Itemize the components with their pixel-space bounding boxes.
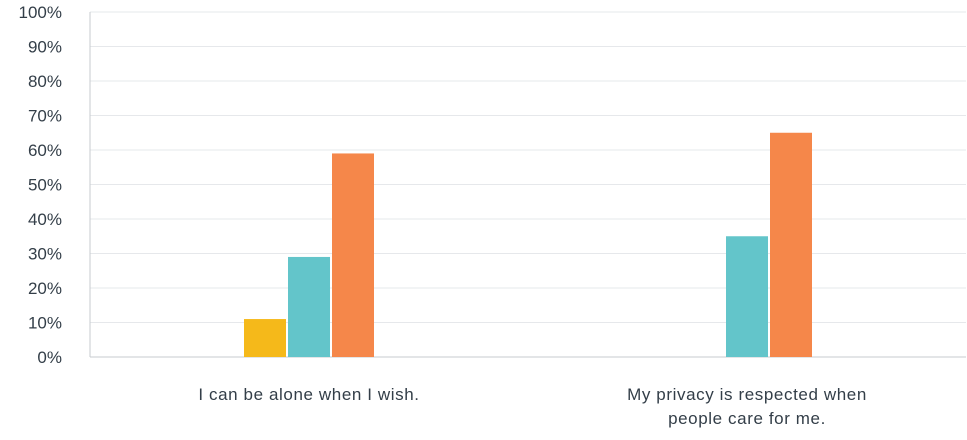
y-tick-label: 50% bbox=[28, 176, 62, 195]
bar bbox=[244, 319, 286, 357]
y-tick-label: 100% bbox=[19, 3, 62, 22]
y-tick-label: 0% bbox=[37, 348, 62, 367]
bar bbox=[770, 132, 812, 357]
y-tick-label: 40% bbox=[28, 210, 62, 229]
bar bbox=[332, 153, 374, 357]
x-category-label: people care for me. bbox=[668, 409, 826, 428]
y-tick-label: 70% bbox=[28, 107, 62, 126]
y-tick-label: 20% bbox=[28, 279, 62, 298]
y-tick-label: 80% bbox=[28, 72, 62, 91]
x-category-label: My privacy is respected when bbox=[627, 385, 867, 404]
y-tick-label: 90% bbox=[28, 38, 62, 57]
y-tick-label: 60% bbox=[28, 141, 62, 160]
y-tick-label: 30% bbox=[28, 245, 62, 264]
y-tick-label: 10% bbox=[28, 314, 62, 333]
bar bbox=[288, 256, 330, 357]
bar bbox=[726, 236, 768, 357]
x-category-label: I can be alone when I wish. bbox=[198, 385, 419, 404]
